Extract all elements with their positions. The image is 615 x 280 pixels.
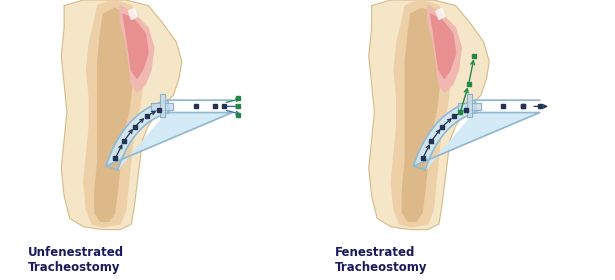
Polygon shape: [151, 103, 173, 110]
Polygon shape: [427, 6, 461, 92]
Polygon shape: [436, 8, 445, 20]
Polygon shape: [458, 103, 481, 110]
Polygon shape: [413, 100, 539, 170]
Polygon shape: [369, 0, 490, 230]
Text: Fenestrated
Tracheostomy: Fenestrated Tracheostomy: [335, 246, 428, 274]
Text: Unfenestrated
Tracheostomy: Unfenestrated Tracheostomy: [28, 246, 124, 274]
Polygon shape: [120, 6, 154, 92]
Polygon shape: [106, 100, 232, 170]
Polygon shape: [129, 8, 137, 20]
Polygon shape: [95, 8, 132, 221]
Polygon shape: [391, 0, 450, 227]
Polygon shape: [467, 94, 472, 117]
Polygon shape: [62, 0, 182, 230]
Polygon shape: [84, 0, 143, 227]
Polygon shape: [430, 14, 456, 78]
Polygon shape: [402, 8, 439, 221]
Polygon shape: [123, 14, 148, 78]
Polygon shape: [160, 94, 165, 117]
